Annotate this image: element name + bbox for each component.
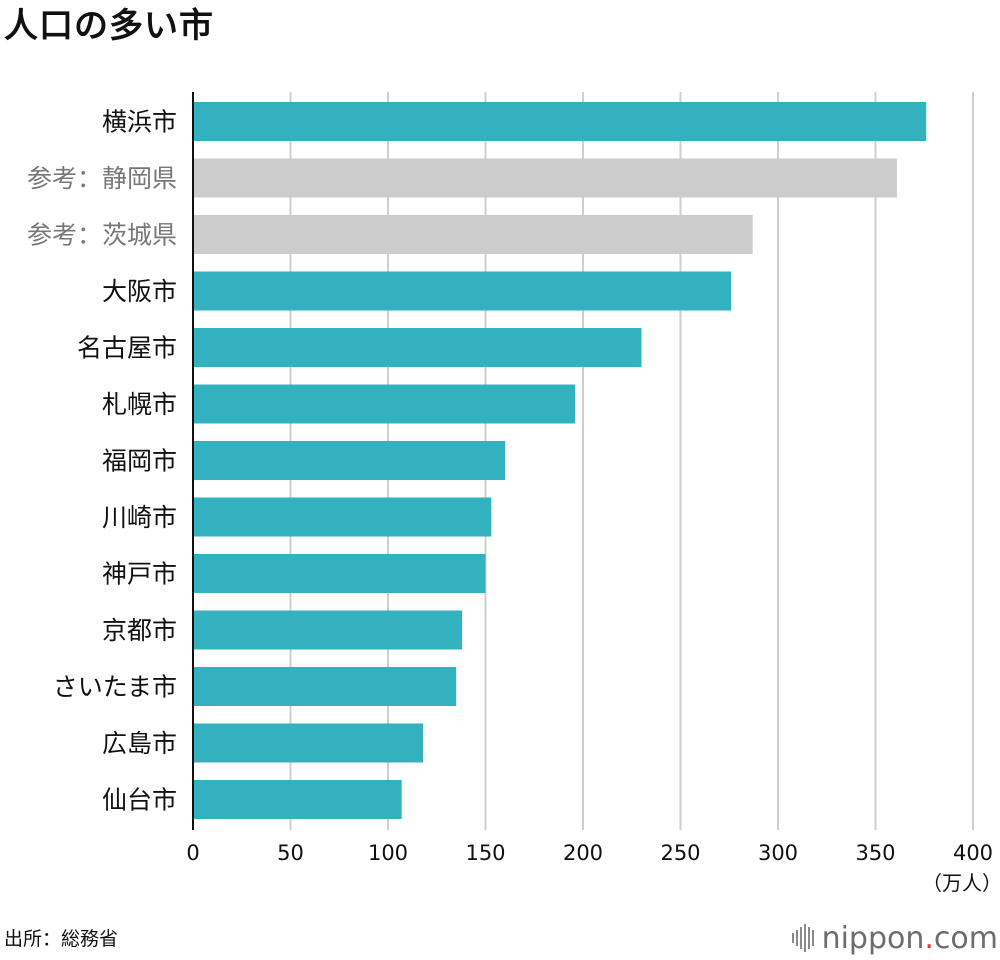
city-bar: [193, 554, 486, 593]
x-tick-label: 150: [465, 841, 505, 865]
logo-name: nippon: [821, 920, 925, 956]
category-label: 仙台市: [102, 786, 177, 815]
category-label: 京都市: [102, 616, 177, 645]
category-label: 参考：茨城県: [27, 221, 177, 250]
category-labels: 横浜市参考：静岡県参考：茨城県大阪市名古屋市札幌市福岡市川崎市神戸市京都市さいた…: [27, 108, 177, 815]
city-bar: [193, 384, 576, 424]
logo-tld: com: [933, 920, 998, 956]
category-label: 名古屋市: [77, 334, 177, 363]
x-tick-label: 300: [758, 841, 798, 865]
x-axis-unit: （万人）: [922, 871, 1000, 895]
x-tick-labels: 0 50 100 150 200 250 300 350 400: [186, 841, 993, 865]
reference-bar: [193, 158, 897, 198]
category-label: 参考：静岡県: [27, 164, 177, 193]
logo-dot: .: [924, 920, 934, 956]
city-bar: [193, 328, 642, 367]
city-bar: [193, 271, 732, 311]
category-label: 札幌市: [102, 390, 177, 419]
nippon-logo: nippon. com: [791, 918, 998, 958]
x-tick-label: 350: [855, 841, 895, 865]
category-label: 福岡市: [102, 447, 177, 476]
x-tick-label: 200: [563, 841, 603, 865]
city-bar: [193, 102, 927, 141]
category-label: 広島市: [102, 729, 177, 758]
reference-bar: [193, 215, 753, 254]
chart-title: 人口の多い市: [4, 6, 214, 46]
category-label: 大阪市: [102, 277, 177, 306]
city-bar: [193, 667, 457, 706]
city-bar: [193, 723, 424, 763]
x-tick-label: 400: [953, 841, 993, 865]
city-bar: [193, 780, 402, 819]
city-bar: [193, 610, 463, 650]
x-tick-label: 250: [660, 841, 700, 865]
x-tick-label: 50: [277, 841, 304, 865]
x-tick-label: 100: [368, 841, 408, 865]
source-note: 出所：総務省: [4, 928, 119, 950]
category-label: 神戸市: [102, 560, 177, 589]
category-label: 川崎市: [102, 503, 177, 532]
x-tick-label: 0: [186, 841, 199, 865]
city-bar: [193, 497, 492, 537]
city-bar: [193, 441, 505, 480]
bars: [193, 102, 927, 819]
category-label: さいたま市: [53, 673, 177, 702]
logo-bars-icon: [791, 924, 814, 952]
category-label: 横浜市: [102, 108, 177, 137]
